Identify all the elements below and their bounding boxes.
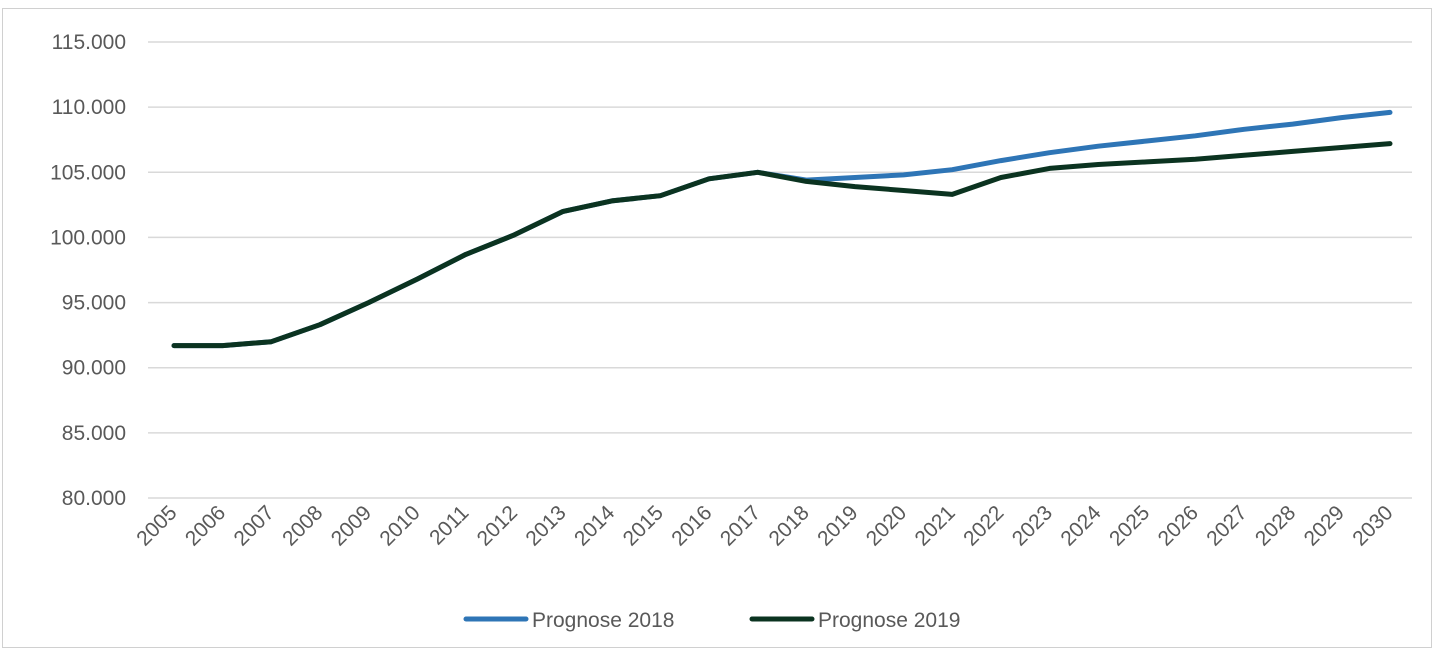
x-tick-label: 2025 xyxy=(1105,501,1154,550)
y-tick-label: 110.000 xyxy=(52,96,126,119)
y-tick-label: 90.000 xyxy=(62,357,126,380)
x-tick-label: 2027 xyxy=(1202,501,1251,550)
x-tick-label: 2006 xyxy=(181,501,230,550)
x-tick-label: 2013 xyxy=(521,501,570,550)
x-tick-label: 2022 xyxy=(959,501,1008,550)
y-axis-ticks: 80.000 85.000 90.000 95.000 100.000 105.000 11… xyxy=(50,31,126,510)
x-tick-label: 2005 xyxy=(132,501,181,550)
legend-label: Prognose 2019 xyxy=(818,609,960,632)
x-tick-label: 2028 xyxy=(1251,501,1300,550)
x-tick-label: 2014 xyxy=(570,501,620,551)
series-line-2 xyxy=(171,141,1393,349)
x-tick-label: 2010 xyxy=(375,501,424,550)
x-tick-label: 2024 xyxy=(1056,501,1106,551)
y-tick-label: 80.000 xyxy=(62,487,126,510)
x-tick-label: 2009 xyxy=(327,501,376,550)
x-tick-label: 2015 xyxy=(619,501,668,550)
legend-label: Prognose 2018 xyxy=(532,609,674,632)
x-tick-label: 2026 xyxy=(1154,501,1203,550)
y-tick-label: 115.000 xyxy=(52,31,126,54)
x-tick-label: 2023 xyxy=(1008,501,1057,550)
x-tick-label: 2016 xyxy=(667,501,716,550)
x-tick-label: 2018 xyxy=(765,501,814,550)
gridlines xyxy=(148,41,1412,499)
chart-frame xyxy=(2,8,1432,648)
x-tick-label: 2008 xyxy=(278,501,327,550)
x-tick-label: 2021 xyxy=(910,501,959,550)
x-tick-label: 2017 xyxy=(716,501,765,550)
x-tick-label: 2007 xyxy=(230,501,279,550)
y-tick-label: 85.000 xyxy=(62,422,126,445)
x-tick-label: 2020 xyxy=(862,501,911,550)
x-tick-label: 2012 xyxy=(473,501,522,550)
x-tick-label: 2019 xyxy=(813,501,862,550)
legend: Prognose 2018 Prognose 2019 xyxy=(463,609,960,632)
y-tick-label: 105.000 xyxy=(50,161,126,184)
y-tick-label: 95.000 xyxy=(62,292,126,315)
x-tick-label: 2030 xyxy=(1348,501,1397,550)
y-tick-label: 100.000 xyxy=(50,226,126,249)
series-lines xyxy=(171,109,1393,349)
x-tick-label: 2029 xyxy=(1300,501,1349,550)
x-axis-ticks: 2005 2006 2007 2008 2009 2010 2011 2012 2013 2014… xyxy=(132,501,1397,551)
x-tick-label: 2011 xyxy=(425,501,473,549)
